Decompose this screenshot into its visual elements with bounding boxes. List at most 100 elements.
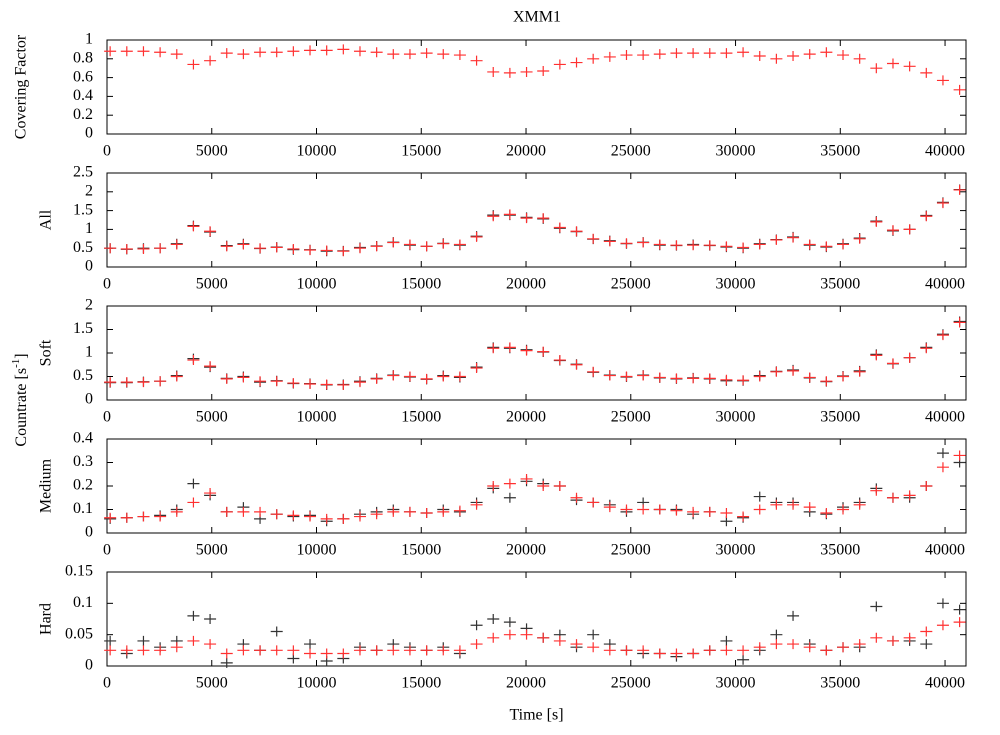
data-point <box>403 645 416 656</box>
data-point <box>353 511 366 522</box>
data-point <box>853 639 866 650</box>
data-point <box>137 377 150 388</box>
data-point <box>620 371 633 382</box>
data-point <box>787 610 800 621</box>
data-point <box>104 635 117 646</box>
data-point <box>487 632 500 643</box>
data-point <box>936 75 949 86</box>
data-point <box>720 48 733 59</box>
data-point <box>587 233 600 244</box>
data-point <box>953 604 966 615</box>
data-point <box>370 509 383 520</box>
data-point <box>403 239 416 250</box>
data-point <box>237 49 250 60</box>
data-point <box>387 645 400 656</box>
x-tick-label: 15000 <box>401 542 441 559</box>
data-point <box>370 645 383 656</box>
data-point <box>470 639 483 650</box>
data-point <box>370 47 383 58</box>
data-point <box>137 46 150 57</box>
data-point <box>437 371 450 382</box>
data-point <box>154 511 167 522</box>
data-point <box>503 478 516 489</box>
data-point <box>403 371 416 382</box>
data-point <box>470 620 483 631</box>
data-point <box>687 373 700 384</box>
data-point <box>720 241 733 252</box>
data-point <box>220 241 233 252</box>
data-point <box>820 645 833 656</box>
data-point <box>936 620 949 631</box>
x-tick-label: 0 <box>103 542 111 559</box>
data-point <box>370 373 383 384</box>
x-tick-label: 15000 <box>401 409 441 426</box>
data-point <box>870 216 883 227</box>
y-tick-label: 1.5 <box>73 201 93 218</box>
data-point <box>270 376 283 387</box>
data-point <box>237 645 250 656</box>
data-point <box>237 239 250 250</box>
data-point <box>953 617 966 628</box>
data-point <box>703 373 716 384</box>
data-point <box>520 66 533 77</box>
data-point <box>287 378 300 389</box>
x-tick-label: 5000 <box>196 675 228 692</box>
data-point <box>503 67 516 78</box>
y-axis-label: Covering Factor <box>13 34 30 139</box>
data-point <box>187 221 200 232</box>
data-point <box>420 241 433 252</box>
data-point <box>137 645 150 656</box>
data-point <box>104 46 117 57</box>
data-point <box>553 222 566 233</box>
y-tick-label: 0.2 <box>73 106 93 123</box>
y-tick-label: 1.5 <box>73 320 93 337</box>
data-point <box>287 645 300 656</box>
y-axis-label: Medium <box>38 458 55 513</box>
data-point <box>187 355 200 366</box>
group-y-label: Countrate [s-1] <box>10 353 30 446</box>
data-point <box>254 243 267 254</box>
data-point <box>337 513 350 524</box>
data-point <box>104 377 117 388</box>
data-point <box>170 642 183 653</box>
y-tick-label: 0.4 <box>73 87 93 104</box>
x-tick-label: 25000 <box>611 143 651 160</box>
data-point <box>920 67 933 78</box>
data-point <box>587 642 600 653</box>
data-point <box>204 488 217 499</box>
data-point <box>170 371 183 382</box>
data-point <box>737 375 750 386</box>
data-point <box>520 345 533 356</box>
data-point <box>587 497 600 508</box>
data-point <box>487 211 500 222</box>
data-point <box>237 506 250 517</box>
data-point <box>603 370 616 381</box>
x-tick-label: 40000 <box>925 675 965 692</box>
data-point <box>570 226 583 237</box>
data-point <box>820 508 833 519</box>
data-point <box>453 239 466 250</box>
data-point <box>920 343 933 354</box>
data-point <box>470 55 483 66</box>
x-tick-label: 0 <box>103 675 111 692</box>
x-tick-label: 0 <box>103 276 111 293</box>
data-point <box>920 481 933 491</box>
data-point <box>520 629 533 640</box>
y-tick-label: 0.1 <box>73 500 93 517</box>
x-tick-label: 10000 <box>297 675 337 692</box>
data-point <box>936 448 949 459</box>
data-point <box>104 243 117 254</box>
data-point <box>920 626 933 637</box>
x-tick-label: 30000 <box>716 276 756 293</box>
data-point <box>120 377 133 388</box>
data-point <box>453 50 466 61</box>
data-point <box>753 642 766 653</box>
data-point <box>670 373 683 384</box>
x-axis-label: Time [s] <box>509 707 563 724</box>
data-point <box>320 513 333 524</box>
x-tick-label: 10000 <box>297 276 337 293</box>
data-point <box>537 481 550 491</box>
data-point <box>104 512 117 523</box>
data-point <box>503 209 516 220</box>
